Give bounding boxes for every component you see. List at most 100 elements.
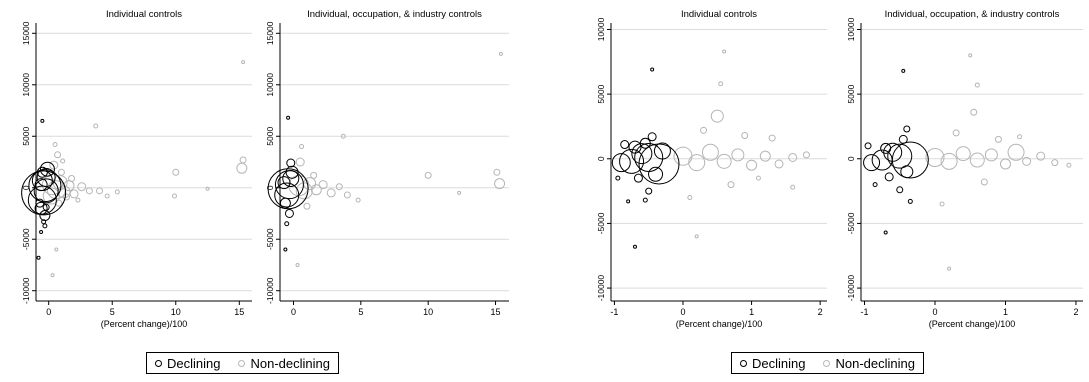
non-declining-point	[49, 160, 59, 170]
non-declining-point	[968, 53, 973, 58]
non-declining-point	[1022, 156, 1032, 166]
declining-point	[887, 143, 913, 169]
non-declining-point	[1017, 134, 1023, 140]
legend-right: Declining Non-declining	[731, 352, 924, 374]
non-declining-point	[355, 197, 361, 203]
non-declining-point	[759, 150, 771, 162]
declining-point	[653, 142, 671, 160]
declining-point	[40, 118, 45, 123]
chart-title: Individual, occupation, & industry contr…	[307, 9, 482, 20]
non-declining-point	[310, 171, 318, 179]
y-tick-label: -10000	[21, 277, 31, 304]
non-declining-point	[310, 184, 322, 196]
non-declining-point	[741, 131, 749, 139]
declining-marker-icon	[740, 359, 747, 367]
declining-point	[274, 182, 300, 208]
declining-marker-icon	[155, 359, 162, 367]
non-declining-point	[295, 262, 300, 267]
declining-point	[896, 186, 904, 194]
declining-point	[277, 176, 291, 190]
non-declining-marker-icon	[238, 359, 246, 367]
declining-point	[903, 125, 911, 133]
non-declining-point	[688, 154, 706, 172]
non-declining-point	[295, 157, 305, 167]
non-declining-point	[424, 171, 432, 179]
non-declining-point	[687, 195, 693, 201]
x-tick-label: 0	[680, 307, 685, 317]
declining-point	[883, 230, 888, 235]
y-tick-label: -5000	[596, 212, 606, 234]
y-tick-label: 5000	[265, 127, 275, 146]
y-tick-label: -10000	[265, 277, 275, 304]
y-tick-label: 0	[596, 156, 606, 161]
chart-panel-2: Individual, occupation, & industry contr…	[265, 9, 509, 317]
chart-panel-1: Individual controls -10000 -5000 0 5000 10000…	[21, 9, 252, 329]
non-declining-point	[746, 159, 758, 171]
declining-point	[39, 161, 55, 177]
non-declining-point	[722, 49, 727, 54]
declining-point	[872, 182, 878, 188]
non-declining-point	[57, 168, 65, 176]
declining-point	[611, 153, 631, 173]
non-declining-point	[54, 247, 59, 252]
declining-point	[42, 203, 50, 211]
y-tick-label: 0	[846, 156, 856, 161]
chart-panel-4: Individual, occupation, & industry contr…	[846, 9, 1083, 329]
non-declining-point	[768, 134, 776, 142]
legend-label-declining: Declining	[167, 355, 221, 371]
non-declining-point	[755, 175, 761, 181]
legend-item-declining: Declining	[740, 356, 805, 371]
y-tick-label: 0	[265, 185, 275, 190]
declining-point	[639, 137, 651, 149]
x-tick-label: 15	[234, 307, 244, 317]
declining-point	[901, 68, 906, 73]
legend-label-non-declining: Non-declining	[835, 355, 915, 371]
declining-point	[907, 198, 913, 204]
declining-point	[39, 230, 44, 235]
x-tick-label: 15	[491, 307, 501, 317]
non-declining-point	[96, 187, 104, 195]
declining-point	[864, 142, 872, 150]
declining-point	[633, 173, 643, 183]
y-tick-label: 5000	[21, 127, 31, 146]
y-tick-label: 10000	[21, 73, 31, 97]
non-declining-point	[727, 181, 735, 189]
non-declining-point	[940, 152, 958, 170]
y-tick-label: 10000	[846, 17, 856, 41]
non-declining-point	[299, 144, 305, 150]
x-tick-label: -1	[861, 307, 869, 317]
declining-point	[279, 197, 291, 209]
non-declining-point	[52, 141, 58, 147]
declining-point	[34, 178, 48, 192]
x-tick-label: 0	[46, 307, 51, 317]
x-tick-label: 0	[932, 307, 937, 317]
non-declining-point	[241, 60, 246, 65]
legend-item-non-declining: Non-declining	[238, 356, 330, 371]
y-tick-label: 10000	[265, 73, 275, 97]
non-declining-point	[952, 129, 960, 137]
non-declining-point	[493, 168, 501, 176]
declining-point	[34, 201, 48, 215]
chart-title: Individual, occupation, & industry contr…	[885, 9, 1060, 20]
non-declining-point	[494, 178, 506, 190]
x-tick-label: 10	[423, 307, 433, 317]
declining-point	[33, 178, 59, 204]
non-declining-point	[716, 153, 732, 169]
non-declining-point	[788, 152, 798, 162]
y-tick-label: 15000	[265, 21, 275, 45]
declining-point	[638, 143, 680, 185]
declining-point	[900, 165, 914, 179]
legend-item-non-declining: Non-declining	[823, 356, 915, 371]
declining-point	[36, 255, 41, 260]
non-declining-point	[85, 187, 93, 195]
x-tick-label: 1	[1003, 307, 1008, 317]
x-axis-label: (Percent change)/100	[676, 319, 763, 329]
declining-point	[884, 172, 894, 182]
x-axis-label: (Percent change)/100	[929, 319, 1016, 329]
non-declining-point	[498, 51, 503, 56]
non-declining-point	[104, 193, 110, 199]
non-declining-point	[236, 162, 248, 174]
non-declining-point	[980, 178, 988, 186]
non-declining-point	[939, 201, 945, 207]
